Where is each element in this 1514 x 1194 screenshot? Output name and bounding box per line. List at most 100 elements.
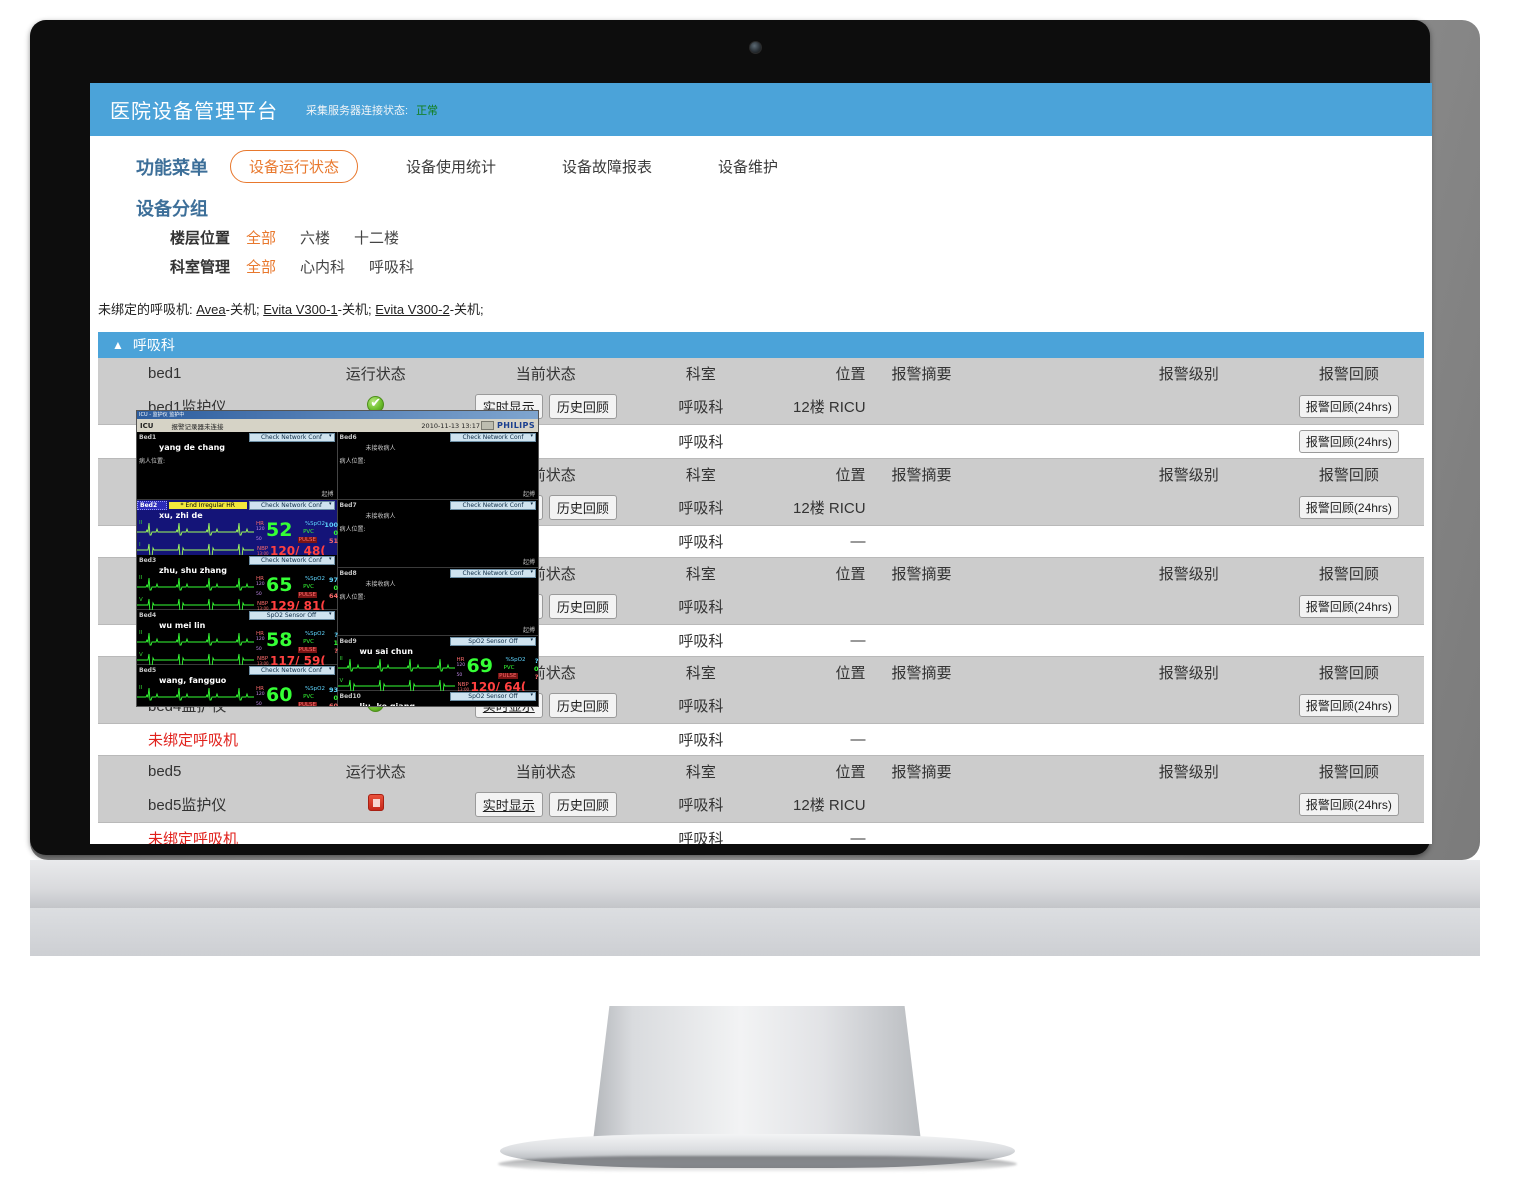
pvc-value: 0 bbox=[333, 529, 338, 537]
network-conf-dropdown[interactable]: Check Network Conf bbox=[450, 432, 536, 442]
no-patient-note: 未接收病人 bbox=[365, 581, 396, 588]
pacing-label: 起搏 bbox=[522, 559, 535, 566]
nbp-time: 13:00 bbox=[257, 606, 269, 611]
cell-vent-alarm-summary bbox=[873, 424, 1104, 459]
hr-high-limit: 120 bbox=[256, 582, 265, 587]
ecg-lead-label-top: II bbox=[139, 575, 143, 581]
alarm-review-24hrs-button[interactable]: 报警回顾(24hrs) bbox=[1298, 430, 1399, 453]
alarm-review-24hrs-button[interactable]: 报警回顾(24hrs) bbox=[1298, 793, 1399, 816]
history-review-button[interactable]: 历史回顾 bbox=[548, 594, 617, 619]
spo2-label: %SpO2 bbox=[304, 521, 325, 527]
function-menu-title: 功能菜单 bbox=[136, 157, 208, 178]
spo2-label: %SpO2 bbox=[304, 576, 325, 582]
monitor-icu-label: ICU bbox=[140, 421, 154, 430]
network-conf-dropdown[interactable]: SpO2 Sensor Off bbox=[450, 636, 536, 646]
unbound-link-evita-v300-1[interactable]: Evita V300-1 bbox=[263, 302, 338, 317]
cell-vent-alarm-review bbox=[1273, 624, 1424, 657]
cell-vent-alarm-level bbox=[1103, 525, 1274, 558]
cell-alarm-summary bbox=[873, 688, 1104, 724]
network-conf-dropdown[interactable]: Check Network Conf bbox=[248, 432, 335, 442]
monitor-recorder-status: 报警记录器未连接 bbox=[171, 422, 224, 431]
status-stopped-icon bbox=[367, 794, 384, 811]
pvc-label: PVC bbox=[503, 665, 515, 671]
col-department: 科室 bbox=[685, 467, 716, 484]
filter-option-dept-cardiology[interactable]: 心内科 bbox=[300, 259, 346, 276]
ecg-lead-label-bottom: V bbox=[339, 678, 344, 684]
network-conf-dropdown[interactable]: Check Network Conf bbox=[248, 500, 335, 510]
ecg-lead-label-bottom: V bbox=[139, 652, 143, 658]
filter-row-floor: 楼层位置 全部 六楼 十二楼 bbox=[170, 227, 1432, 248]
network-conf-dropdown[interactable]: Check Network Conf bbox=[248, 555, 335, 565]
nbp-time: 13:00 bbox=[457, 687, 470, 692]
hr-value: 65 bbox=[266, 574, 293, 596]
hr-value: 60 bbox=[266, 684, 293, 706]
filter-option-floor-6[interactable]: 六楼 bbox=[300, 230, 331, 247]
spo2-label: %SpO2 bbox=[505, 657, 526, 663]
department-section-header[interactable]: ▲ 呼吸科 bbox=[98, 332, 1424, 358]
tab-device-maintenance[interactable]: 设备维护 bbox=[718, 159, 779, 176]
history-review-button[interactable]: 历史回顾 bbox=[548, 394, 617, 419]
tab-device-fault-report[interactable]: 设备故障报表 bbox=[562, 159, 653, 176]
hr-label: HR bbox=[256, 576, 264, 582]
col-location: 位置 bbox=[835, 566, 866, 583]
app-header: 医院设备管理平台 采集服务器连接状态: 正常 bbox=[90, 83, 1432, 136]
alarm-review-24hrs-button[interactable]: 报警回顾(24hrs) bbox=[1298, 496, 1399, 519]
alarm-review-24hrs-button[interactable]: 报警回顾(24hrs) bbox=[1298, 694, 1399, 717]
filter-option-floor-12[interactable]: 十二楼 bbox=[354, 230, 400, 247]
network-conf-dropdown[interactable]: Check Network Conf bbox=[450, 500, 536, 510]
col-department: 科室 bbox=[685, 566, 716, 583]
tab-device-usage-stats[interactable]: 设备使用统计 bbox=[406, 159, 497, 176]
history-review-button[interactable]: 历史回顾 bbox=[548, 792, 617, 817]
network-conf-dropdown[interactable]: SpO2 Sensor Off bbox=[450, 691, 536, 701]
monitor-bed-cell[interactable]: Bed3 Check Network Conf zhu, shu zhang II V H… bbox=[137, 555, 338, 627]
network-conf-dropdown[interactable]: Check Network Conf bbox=[450, 568, 536, 578]
filter-label-department: 科室管理 bbox=[170, 259, 231, 276]
realtime-display-button[interactable]: 实时显示 bbox=[474, 792, 543, 817]
pulse-label: PULSE bbox=[297, 592, 317, 598]
alarm-review-24hrs-button[interactable]: 报警回顾(24hrs) bbox=[1298, 395, 1399, 418]
alarm-review-24hrs-button[interactable]: 报警回顾(24hrs) bbox=[1298, 595, 1399, 618]
bed-id-label: Bed9 bbox=[339, 637, 357, 645]
bed-id-label: Bed10 bbox=[339, 692, 361, 700]
tab-device-running-status[interactable]: 设备运行状态 bbox=[230, 150, 359, 183]
patient-position-label: 病人位置: bbox=[339, 458, 366, 465]
network-conf-dropdown[interactable]: SpO2 Sensor Off bbox=[248, 610, 335, 620]
cell-vent-department: 呼吸科 bbox=[638, 822, 764, 844]
cell-alarm-summary bbox=[873, 490, 1104, 526]
bed-id-label: Bed1 bbox=[139, 433, 157, 441]
network-conf-dropdown[interactable]: Check Network Conf bbox=[248, 665, 335, 675]
unbound-link-avea[interactable]: Avea bbox=[196, 302, 226, 317]
cell-ventilator-name: 未绑定呼吸机 bbox=[98, 822, 299, 844]
cell-bed-id: bed5 bbox=[148, 763, 182, 780]
filter-option-dept-respiratory[interactable]: 呼吸科 bbox=[369, 259, 415, 276]
ecg-waveform bbox=[137, 632, 254, 646]
cell-alarm-review: 报警回顾(24hrs) bbox=[1273, 389, 1424, 425]
history-review-button[interactable]: 历史回顾 bbox=[548, 693, 617, 718]
cell-department: 呼吸科 bbox=[638, 688, 764, 724]
ecg-waveform bbox=[137, 522, 254, 536]
unbound-link-evita-v300-2[interactable]: Evita V300-2 bbox=[375, 302, 450, 317]
pulse-label: PULSE bbox=[297, 647, 317, 653]
webcam-icon bbox=[749, 41, 762, 54]
collapse-caret-icon[interactable]: ▲ bbox=[112, 338, 124, 352]
nbp-time: 13:00 bbox=[257, 661, 269, 666]
bed-cell-header: Bed9 SpO2 Sensor Off bbox=[338, 636, 539, 646]
cell-alarm-review: 报警回顾(24hrs) bbox=[1273, 589, 1424, 625]
filter-option-dept-all[interactable]: 全部 bbox=[246, 259, 277, 276]
history-review-button[interactable]: 历史回顾 bbox=[548, 495, 617, 520]
hr-low-limit: 50 bbox=[456, 673, 463, 678]
pvc-label: PVC bbox=[303, 529, 314, 535]
filter-option-floor-all[interactable]: 全部 bbox=[246, 230, 277, 247]
monitor-bed-cell[interactable]: Bed2 * End Irregular HR Check Network Conf… bbox=[137, 500, 338, 572]
philips-monitor-overlay[interactable]: ICU - 监护仪 监护中 ICU 报警记录器未连接 2010-11-13 13… bbox=[136, 410, 539, 707]
spo2-label: %SpO2 bbox=[304, 686, 325, 692]
monitor-bed-cell[interactable]: Bed1 Check Network Conf yang de chang 病人位置:… bbox=[137, 432, 337, 500]
